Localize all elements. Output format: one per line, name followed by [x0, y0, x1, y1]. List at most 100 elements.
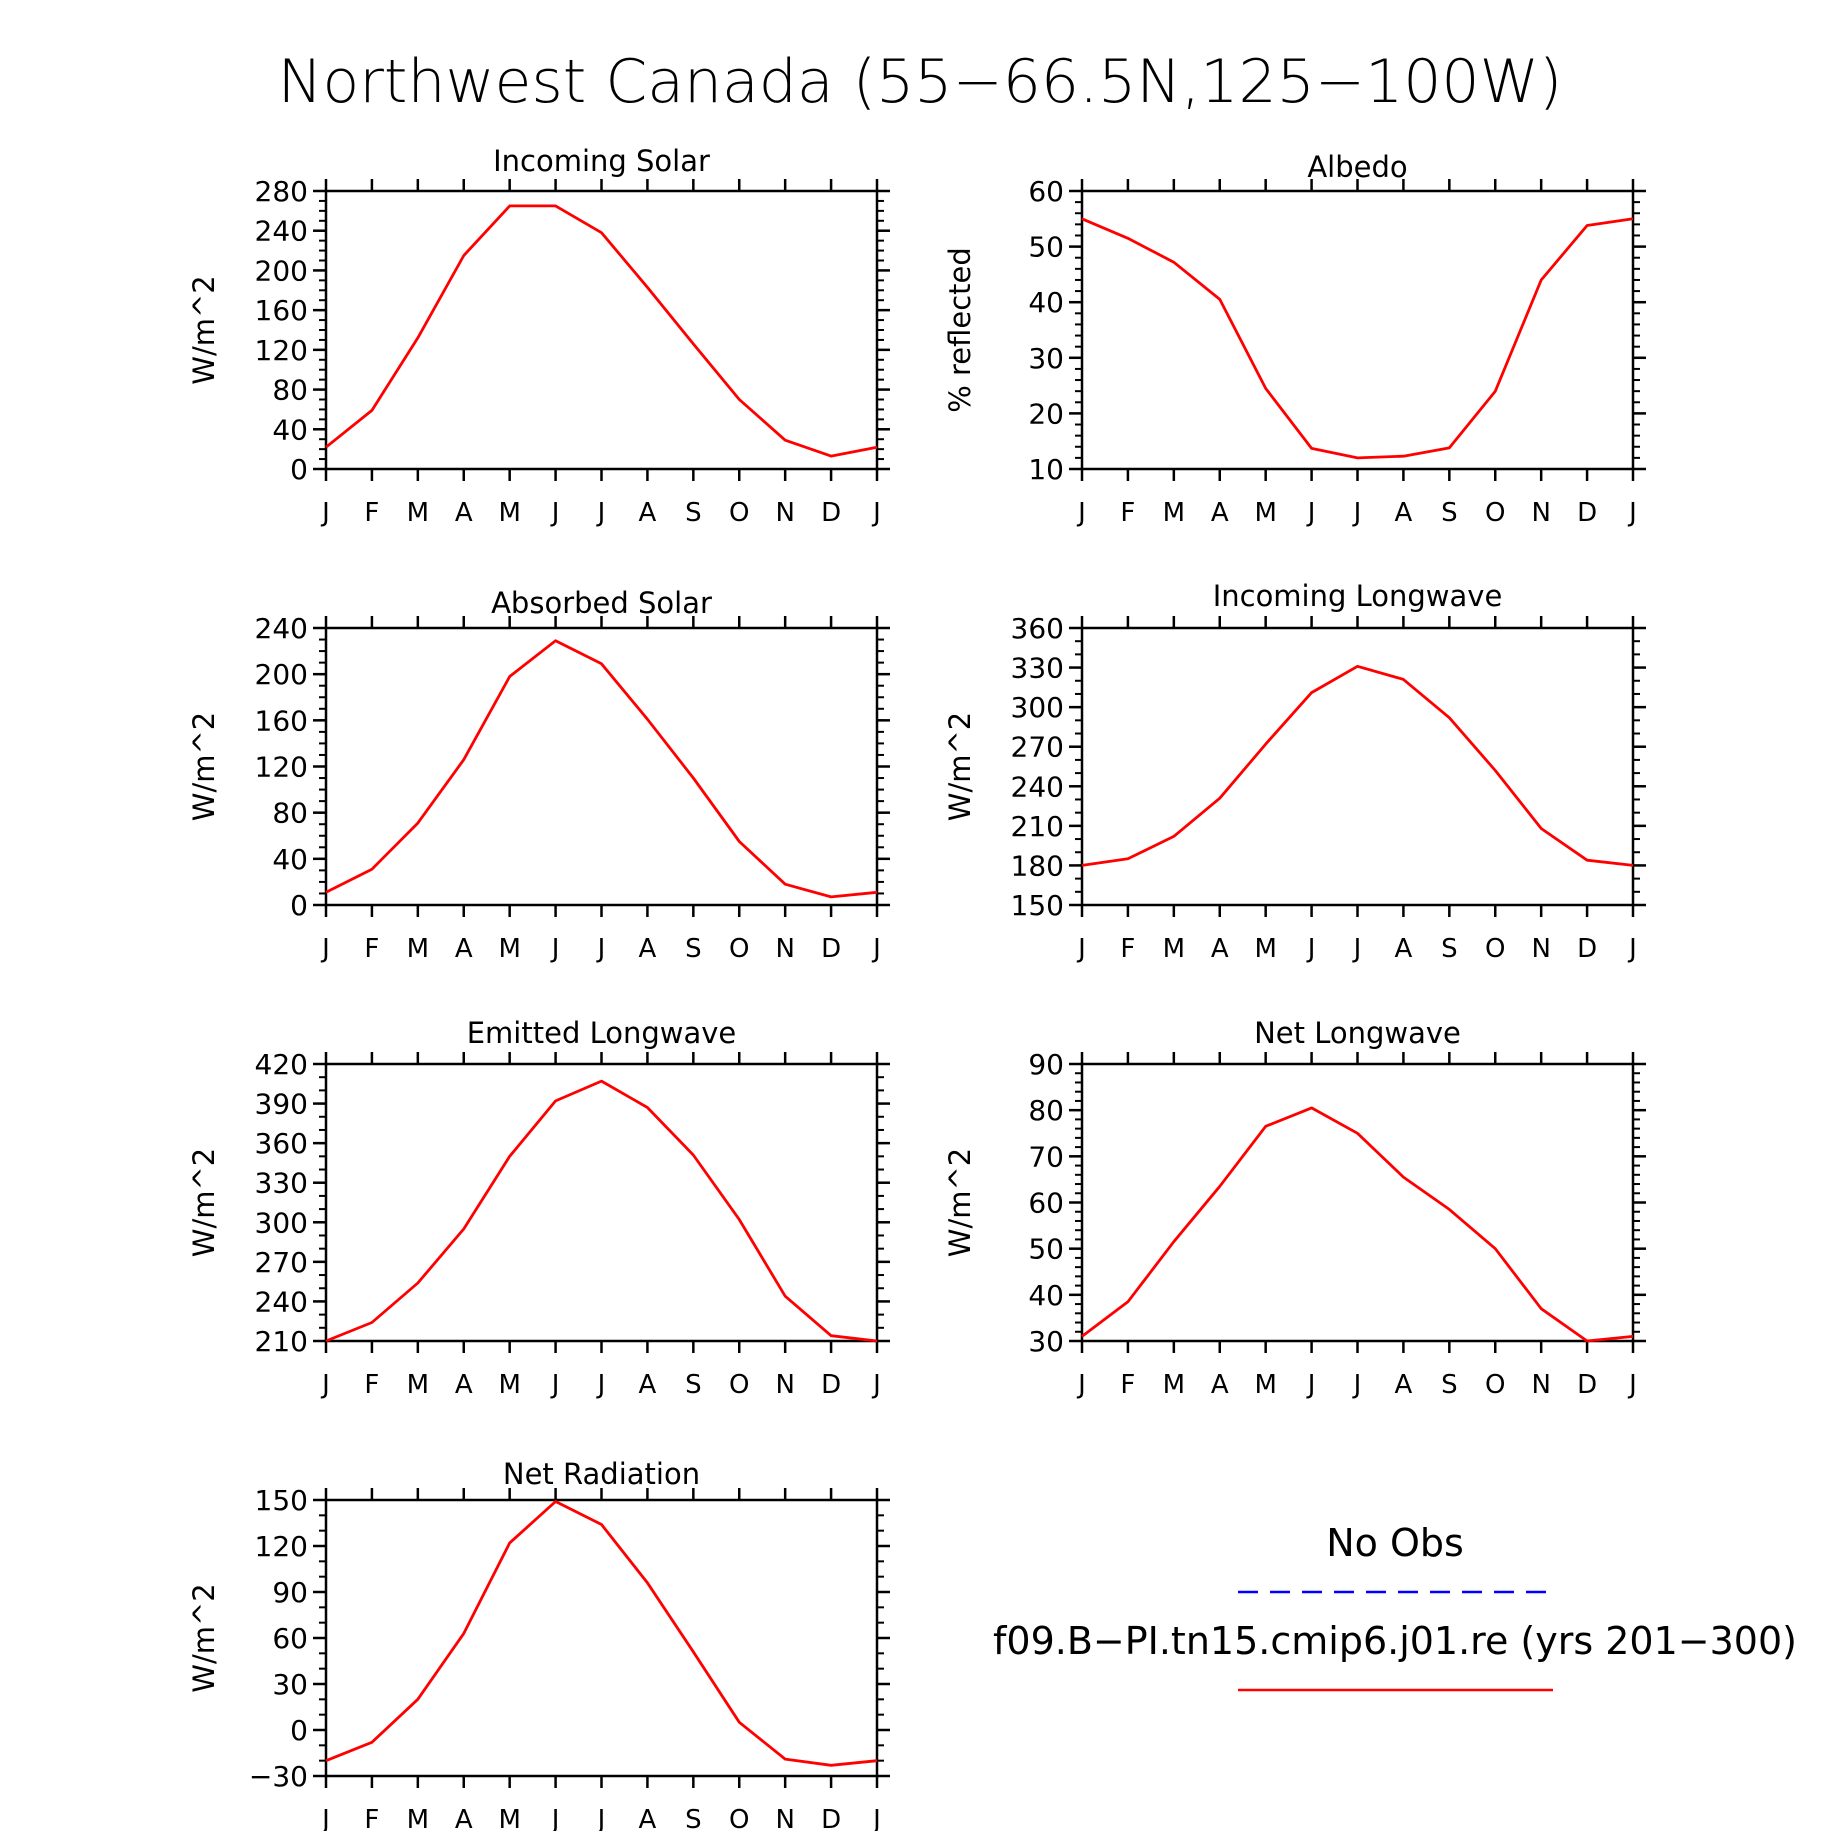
y-tick-label: 70 [1028, 1140, 1064, 1173]
series-line [325, 1500, 878, 1767]
x-tick-label: M [498, 498, 520, 528]
x-tick-label: S [1441, 1370, 1458, 1400]
x-tick-label: J [1306, 934, 1316, 964]
y-axis-label: W/m^2 [943, 712, 977, 821]
y-tick-label: 240 [255, 612, 308, 645]
x-tick-label: J [871, 1370, 881, 1400]
x-tick-label: M [407, 934, 429, 964]
x-tick-label: N [1531, 1370, 1550, 1400]
plot-frame [324, 1062, 879, 1343]
x-tick-label: N [775, 1805, 794, 1831]
y-tick-label: 150 [1011, 889, 1064, 922]
panel-title: Net Longwave [1254, 1016, 1461, 1050]
x-tick-label: S [685, 934, 702, 964]
x-tick-label: S [685, 1370, 702, 1400]
x-tick-label: F [364, 934, 379, 964]
y-tick-label: 210 [255, 1325, 308, 1358]
x-tick-label: A [639, 934, 657, 964]
y-tick-label: 80 [1028, 1094, 1064, 1127]
panel-title: Incoming Solar [493, 144, 710, 178]
x-tick-label: J [871, 498, 881, 528]
y-tick-label: 390 [255, 1088, 308, 1121]
x-tick-label: O [729, 934, 749, 964]
x-tick-label: S [1441, 934, 1458, 964]
x-tick-label: J [1352, 498, 1362, 528]
x-tick-label: J [596, 498, 606, 528]
y-tick-label: 80 [272, 374, 308, 407]
x-tick-label: O [1485, 1370, 1505, 1400]
y-tick-label: 420 [255, 1048, 308, 1081]
panel-4: J F M A M J J A S O N D J150180210240270300330360Inc… [943, 579, 1646, 964]
chart-panels: J F M A M J J A S O N D J04080120160200240280Incomin… [187, 144, 1646, 1831]
x-tick-label: J [320, 1805, 330, 1831]
series-line [325, 639, 878, 899]
x-tick-label: N [1531, 934, 1550, 964]
panel-title: Albedo [1307, 150, 1407, 184]
x-tick-label: J [1627, 1370, 1637, 1400]
y-axis-label: W/m^2 [187, 712, 221, 821]
y-tick-label: −30 [249, 1760, 308, 1793]
x-tick-label: F [1120, 1370, 1135, 1400]
y-axis-label: W/m^2 [187, 1583, 221, 1692]
y-tick-label: 60 [272, 1622, 308, 1655]
x-tick-label: N [1531, 498, 1550, 528]
y-tick-label: 120 [255, 751, 308, 784]
x-tick-label: J [1306, 1370, 1316, 1400]
x-tick-label: M [1254, 498, 1276, 528]
x-tick-label: S [685, 1805, 702, 1831]
x-tick-label: J [550, 1370, 560, 1400]
x-tick-label: J [871, 934, 881, 964]
y-axis-label: W/m^2 [187, 275, 221, 384]
x-tick-label: J [1352, 1370, 1362, 1400]
x-tick-label: S [1441, 498, 1458, 528]
x-tick-label: F [364, 1370, 379, 1400]
y-tick-label: 330 [1011, 652, 1064, 685]
panel-title: Net Radiation [503, 1457, 700, 1491]
y-tick-label: 80 [272, 797, 308, 830]
x-tick-label: M [498, 1805, 520, 1831]
series-line [1081, 664, 1634, 867]
y-axis-label: W/m^2 [187, 1148, 221, 1257]
x-tick-label: N [775, 934, 794, 964]
x-tick-label: S [685, 498, 702, 528]
x-tick-label: D [821, 934, 841, 964]
x-tick-label: J [871, 1805, 881, 1831]
y-tick-label: 360 [1011, 612, 1064, 645]
x-tick-label: A [1211, 1370, 1229, 1400]
y-tick-label: 0 [290, 1714, 308, 1747]
y-tick-label: 210 [1011, 810, 1064, 843]
x-tick-label: J [596, 1805, 606, 1831]
y-tick-label: 0 [290, 889, 308, 922]
y-tick-label: 160 [255, 704, 308, 737]
x-tick-label: A [455, 934, 473, 964]
x-tick-label: M [407, 498, 429, 528]
x-tick-label: O [729, 1370, 749, 1400]
x-tick-label: D [821, 1370, 841, 1400]
series-line [1081, 217, 1634, 460]
y-tick-label: 40 [272, 413, 308, 446]
y-tick-label: 40 [1028, 1279, 1064, 1312]
x-tick-label: F [1120, 934, 1135, 964]
panel-1: J F M A M J J A S O N D J04080120160200240280Incomin… [187, 144, 890, 528]
x-tick-label: A [1211, 498, 1229, 528]
y-tick-label: 20 [1028, 397, 1064, 430]
x-tick-label: F [364, 1805, 379, 1831]
x-tick-label: A [1211, 934, 1229, 964]
x-tick-label: D [1577, 498, 1597, 528]
x-tick-label: J [1076, 1370, 1086, 1400]
y-tick-label: 240 [255, 1285, 308, 1318]
x-tick-label: A [1395, 498, 1413, 528]
y-tick-label: 0 [290, 453, 308, 486]
series-line [325, 1079, 878, 1343]
x-tick-label: J [1076, 934, 1086, 964]
legend-model-label: f09.B−PI.tn15.cmip6.j01.re (yrs 201−300) [993, 1619, 1797, 1663]
x-tick-label: M [1163, 934, 1185, 964]
x-tick-label: M [407, 1805, 429, 1831]
x-tick-label: M [498, 934, 520, 964]
y-tick-label: 150 [255, 1484, 308, 1517]
x-tick-label: J [1352, 934, 1362, 964]
x-tick-label: J [1627, 498, 1637, 528]
y-tick-label: 40 [1028, 286, 1064, 319]
